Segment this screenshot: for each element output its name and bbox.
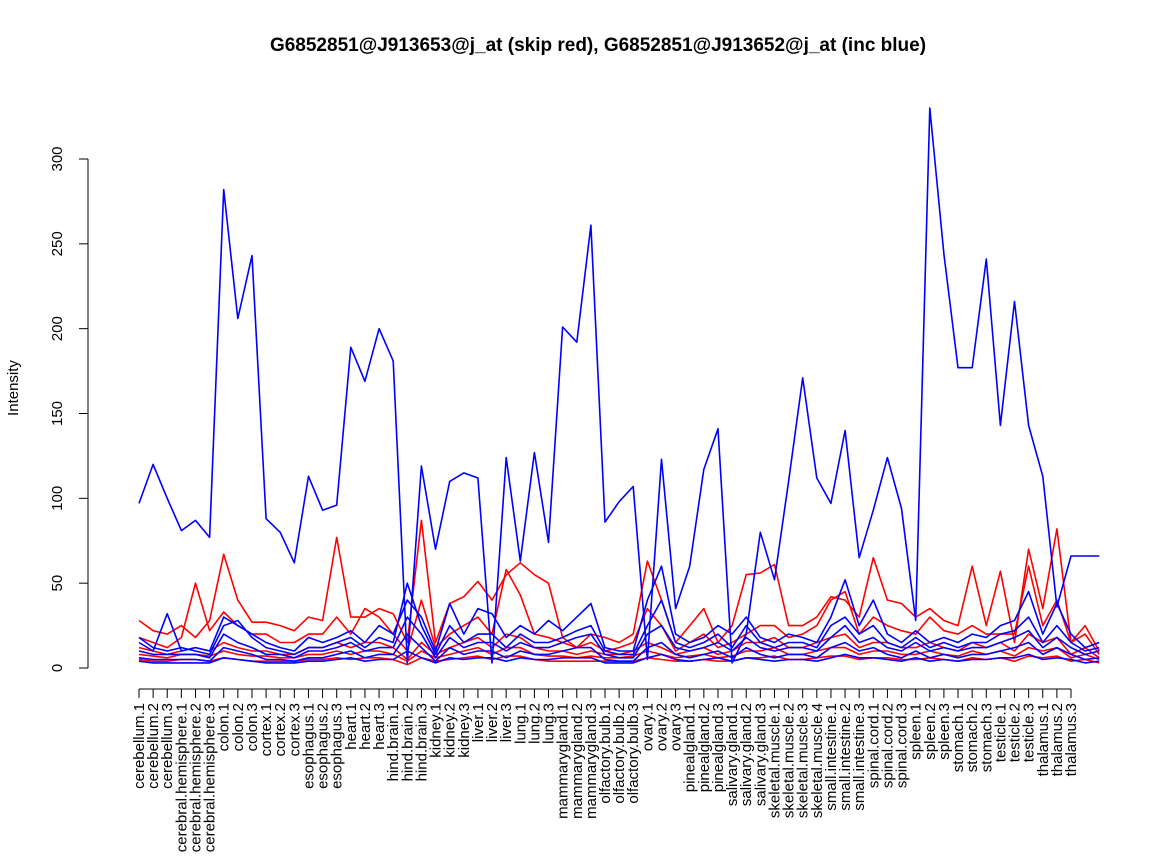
x-tick-label: ovary.3 xyxy=(668,703,685,751)
x-tick-label: stomach.3 xyxy=(978,703,995,772)
x-tick-label: hind.brain.1 xyxy=(385,703,402,781)
series-line-blue-10 xyxy=(138,650,1100,664)
x-tick-label: colon.1 xyxy=(216,703,233,751)
x-tick-label: cerebral.hemisphere.3 xyxy=(202,703,219,852)
x-tick-label: cerebral.hemisphere.1 xyxy=(173,703,190,852)
x-tick-label: cortex.1 xyxy=(258,703,275,756)
x-tick-label: ovary.2 xyxy=(653,703,670,751)
x-tick-label: heart.1 xyxy=(343,703,360,750)
x-tick-label: testicle.1 xyxy=(992,703,1009,762)
x-tick-label: spleen.3 xyxy=(936,703,953,760)
x-tick-label: liver.1 xyxy=(470,703,487,742)
x-tick-label: esophagus.3 xyxy=(329,703,346,789)
x-tick-label: salivary.gland.1 xyxy=(724,703,741,806)
y-axis-label: Intensity xyxy=(5,360,22,416)
x-ticks: cerebellum.1cerebellum.2cerebellum.3cere… xyxy=(131,689,1080,852)
x-tick-label: lung.1 xyxy=(512,703,529,744)
x-tick-label: spinal.cord.3 xyxy=(894,703,911,788)
series-line-blue-7 xyxy=(138,582,1100,656)
x-tick-label: salivary.gland.3 xyxy=(752,703,769,806)
x-tick-label: mammarygland.1 xyxy=(555,703,572,819)
x-tick-label: heart.3 xyxy=(371,703,388,750)
y-tick-label: 250 xyxy=(49,231,66,256)
chart-title: G6852851@J913653@j_at (skip red), G68528… xyxy=(270,35,926,56)
x-tick-label: hind.brain.3 xyxy=(413,703,430,781)
x-tick-label: testicle.3 xyxy=(1021,703,1038,762)
x-tick-label: skeletal.muscle.1 xyxy=(766,703,783,818)
series-line-blue-6 xyxy=(138,565,1100,652)
x-tick-label: liver.3 xyxy=(498,703,515,742)
x-tick-label: olfactory.bulb.1 xyxy=(597,703,614,804)
x-tick-label: cerebellum.1 xyxy=(131,703,148,789)
x-tick-label: cerebellum.2 xyxy=(145,703,162,789)
x-tick-label: cerebral.hemisphere.2 xyxy=(187,703,204,852)
x-tick-label: kidney.3 xyxy=(456,703,473,758)
series-line-blue-8 xyxy=(138,616,1100,659)
x-tick-label: ovary.1 xyxy=(639,703,656,751)
x-tick-label: testicle.2 xyxy=(1007,703,1024,762)
x-tick-label: colon.3 xyxy=(244,703,261,751)
series-line-blue-9 xyxy=(138,633,1100,663)
x-tick-label: spinal.cord.1 xyxy=(865,703,882,788)
x-tick-label: thalamus.1 xyxy=(1035,703,1052,776)
y-tick-label: 200 xyxy=(49,316,66,341)
x-tick-label: spleen.1 xyxy=(908,703,925,760)
x-tick-label: kidney.1 xyxy=(428,703,445,758)
x-tick-label: olfactory.bulb.3 xyxy=(625,703,642,804)
y-tick-label: 300 xyxy=(49,146,66,171)
x-tick-label: pinealgland.3 xyxy=(710,703,727,792)
x-tick-label: heart.2 xyxy=(357,703,374,750)
x-tick-label: thalamus.2 xyxy=(1049,703,1066,776)
x-tick-label: pinealgland.1 xyxy=(682,703,699,792)
x-tick-label: cerebellum.3 xyxy=(159,703,176,789)
x-tick-label: esophagus.2 xyxy=(315,703,332,789)
x-tick-label: skeletal.muscle.4 xyxy=(809,703,826,818)
y-tick-label: 50 xyxy=(49,575,66,592)
x-tick-label: kidney.2 xyxy=(442,703,459,758)
x-tick-label: small.intestine.2 xyxy=(837,703,854,811)
y-tick-label: 100 xyxy=(49,486,66,511)
x-tick-label: cortex.3 xyxy=(286,703,303,756)
x-tick-label: lung.3 xyxy=(541,703,558,744)
x-tick-label: small.intestine.1 xyxy=(823,703,840,811)
x-tick-label: skeletal.muscle.3 xyxy=(795,703,812,818)
x-tick-label: salivary.gland.2 xyxy=(738,703,755,806)
x-tick-label: small.intestine.3 xyxy=(851,703,868,811)
y-tick-label: 0 xyxy=(49,664,66,672)
x-tick-label: stomach.1 xyxy=(950,703,967,772)
x-tick-label: olfactory.bulb.2 xyxy=(611,703,628,804)
series-group xyxy=(138,107,1100,666)
x-tick-label: lung.2 xyxy=(526,703,543,744)
x-tick-label: stomach.2 xyxy=(964,703,981,772)
x-tick-label: thalamus.3 xyxy=(1063,703,1080,776)
x-tick-label: skeletal.muscle.2 xyxy=(781,703,798,818)
x-tick-label: mammarygland.3 xyxy=(583,703,600,819)
x-tick-label: liver.2 xyxy=(484,703,501,742)
x-tick-label: cortex.2 xyxy=(272,703,289,756)
x-tick-label: spleen.2 xyxy=(922,703,939,760)
series-line-blue-5 xyxy=(138,107,1100,664)
x-tick-label: esophagus.1 xyxy=(300,703,317,789)
y-tick-label: 150 xyxy=(49,401,66,426)
series-line-red-0 xyxy=(138,519,1100,652)
x-tick-label: mammarygland.2 xyxy=(569,703,586,819)
series-line-red-1 xyxy=(138,565,1100,655)
x-tick-label: spinal.cord.2 xyxy=(879,703,896,788)
y-ticks: 0 50 100 150 200 250 300 xyxy=(49,146,88,672)
x-tick-label: pinealgland.2 xyxy=(696,703,713,792)
x-tick-label: colon.2 xyxy=(230,703,247,751)
x-tick-label: hind.brain.2 xyxy=(399,703,416,781)
